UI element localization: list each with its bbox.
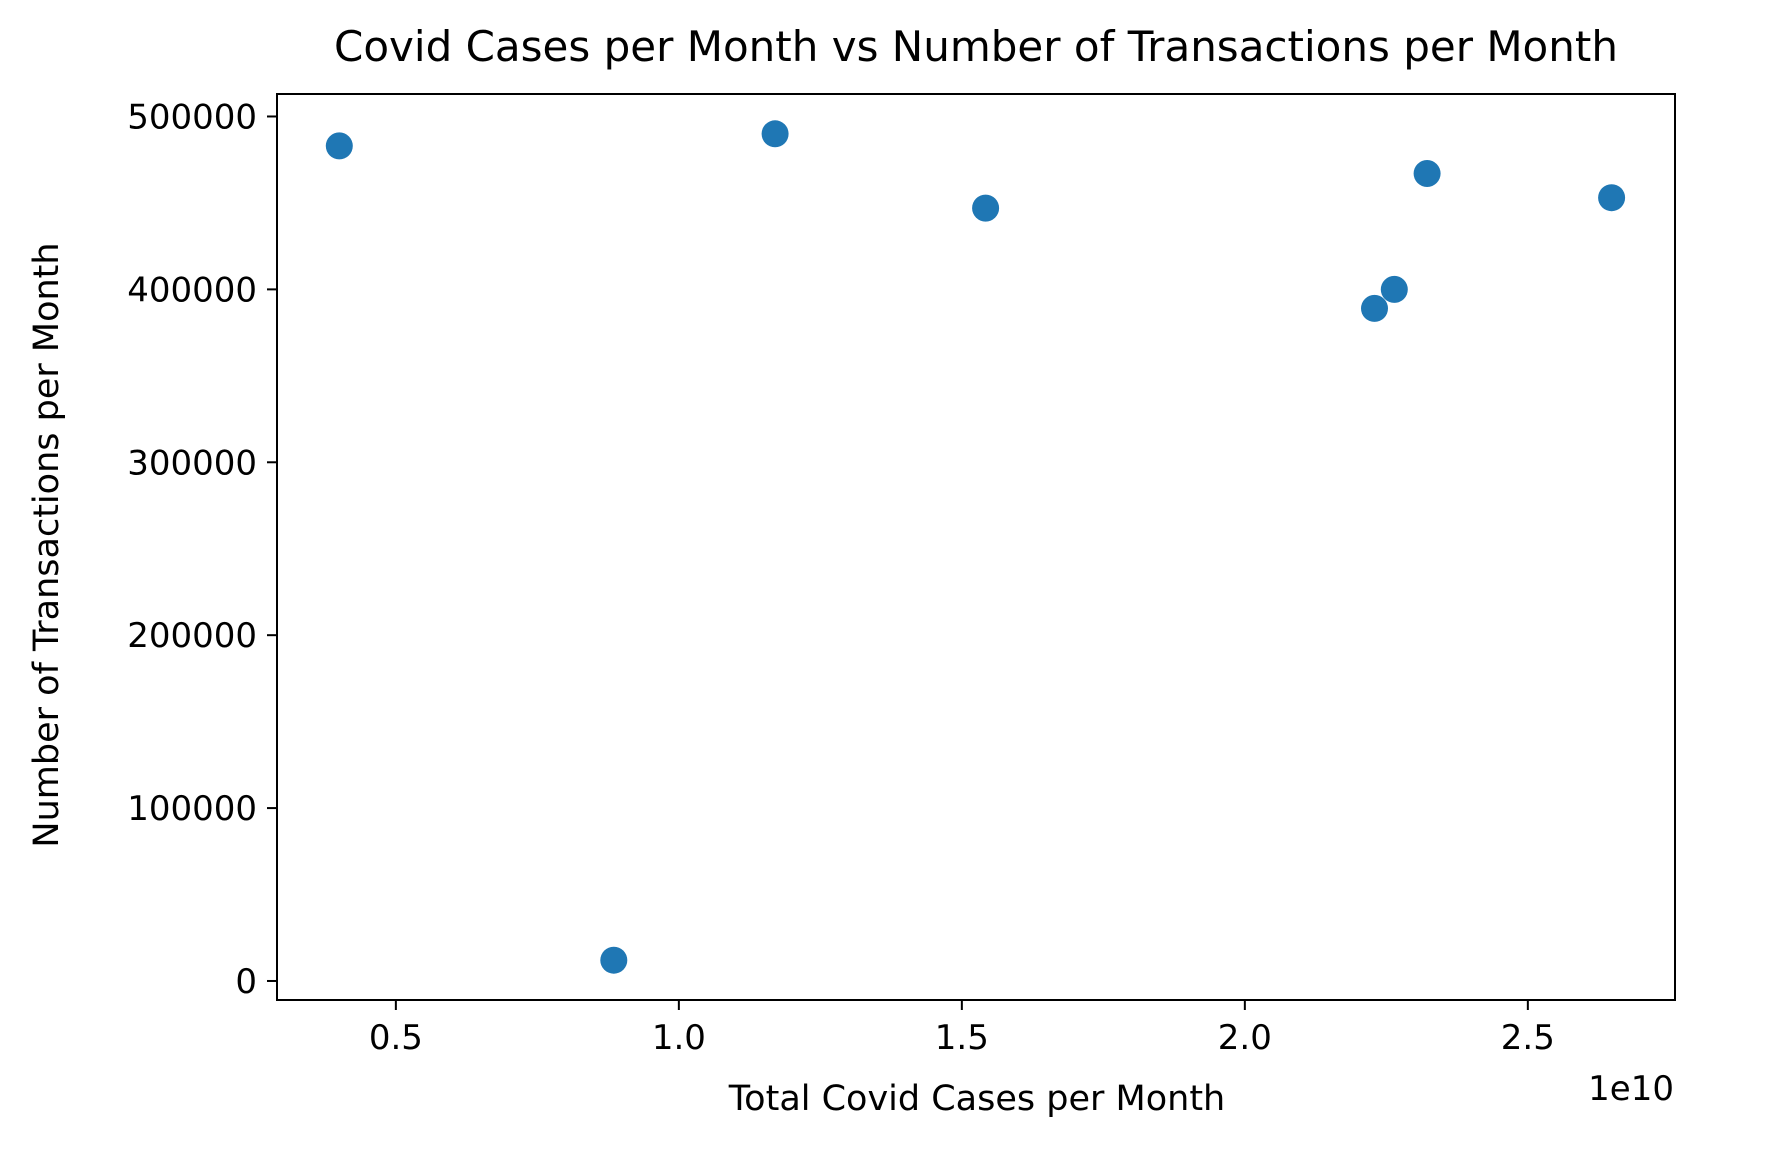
x-axis-ticks: 0.5 1.0 1.5 2.0 2.5 (369, 1000, 1555, 1058)
y-tick-label-2: 100000 (127, 789, 257, 829)
x-tick-label-1: 0.5 (369, 1018, 423, 1058)
x-tick-label-5: 2.5 (1501, 1018, 1555, 1058)
data-point-1 (325, 132, 353, 160)
data-point-8 (1598, 184, 1626, 212)
data-point-5 (1361, 294, 1388, 322)
x-axis-offset-label: 1e10 (1588, 1069, 1674, 1109)
x-tick-label-4: 2.0 (1218, 1018, 1272, 1058)
data-point-4 (972, 194, 1000, 222)
x-tick-label-3: 1.5 (935, 1018, 989, 1058)
chart-title: Covid Cases per Month vs Number of Trans… (334, 22, 1618, 71)
y-tick-label-4: 300000 (127, 443, 257, 483)
y-axis-label: Number of Transactions per Month (27, 242, 67, 847)
data-point-2 (600, 946, 628, 974)
y-tick-label-6: 500000 (127, 97, 257, 137)
plot-area-frame (276, 93, 1676, 1001)
y-tick-label-1: 0 (235, 962, 257, 1002)
data-point-7 (1413, 160, 1441, 187)
data-points (325, 120, 1626, 974)
y-tick-label-3: 200000 (127, 616, 257, 656)
y-tick-label-5: 400000 (127, 270, 257, 310)
x-axis-label: Total Covid Cases per Month (728, 1079, 1225, 1119)
data-point-3 (761, 120, 789, 148)
data-point-6 (1380, 275, 1408, 303)
y-axis-ticks: 0 100000 200000 300000 400000 500000 (127, 97, 277, 1002)
x-tick-label-2: 1.0 (652, 1018, 706, 1058)
